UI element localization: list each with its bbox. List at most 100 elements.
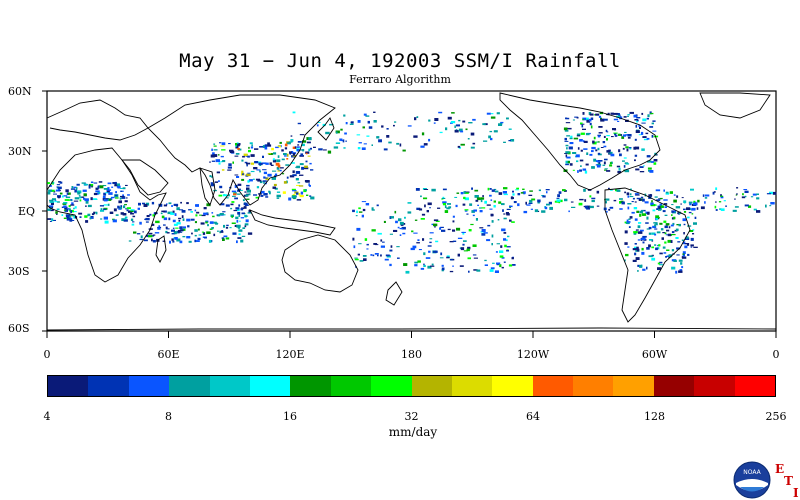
rain-speck [637, 270, 639, 272]
rain-speck [442, 188, 447, 191]
rain-speck [638, 222, 642, 224]
rain-speck [68, 199, 71, 201]
rain-speck [57, 187, 60, 191]
rain-speck [646, 228, 650, 230]
rain-speck [365, 203, 370, 206]
rain-speck [634, 138, 637, 141]
rain-speck [211, 183, 215, 187]
rain-speck [439, 226, 444, 228]
rain-speck [578, 202, 583, 206]
rain-speck [590, 125, 593, 129]
rain-speck [473, 269, 478, 271]
rain-speck [655, 247, 658, 251]
rain-speck [51, 218, 54, 222]
rain-speck [435, 220, 440, 222]
rain-speck [428, 138, 431, 142]
rain-speck [673, 216, 676, 220]
rain-speck [661, 237, 664, 240]
rain-speck [128, 210, 133, 213]
rain-speck [639, 213, 642, 217]
rain-speck [265, 162, 269, 165]
rain-speck [48, 205, 54, 207]
rain-speck [244, 191, 247, 193]
rain-speck [226, 224, 229, 227]
rain-speck [647, 212, 650, 215]
rain-speck [55, 211, 58, 214]
rain-speck [591, 166, 595, 169]
rain-speck [656, 247, 660, 250]
rain-speck [437, 207, 441, 209]
rain-speck [124, 216, 128, 219]
rain-speck [586, 119, 591, 123]
rain-speck [165, 230, 168, 234]
rain-speck [373, 111, 376, 113]
rain-speck [83, 197, 86, 200]
rain-speck [78, 195, 81, 197]
rain-speck [357, 253, 360, 256]
rain-speck [186, 236, 191, 239]
rain-speck [458, 128, 463, 132]
rain-speck [772, 191, 777, 195]
rain-speck [636, 248, 640, 252]
rain-speck [308, 183, 310, 187]
rain-speck [591, 150, 594, 153]
rain-speck [402, 149, 406, 152]
rain-speck [556, 197, 560, 199]
rain-speck [618, 133, 621, 136]
rain-speck [576, 133, 581, 136]
rain-speck [70, 210, 72, 213]
rain-speck [79, 199, 82, 202]
rain-speck [623, 116, 627, 118]
rain-speck [93, 192, 98, 196]
coast-japan [317, 117, 335, 141]
rain-speck [290, 139, 294, 142]
rain-speck [292, 111, 296, 114]
colorbar-cell-10 [451, 376, 493, 396]
rain-speck [691, 208, 696, 211]
rain-speck [748, 205, 752, 208]
rain-speck [503, 213, 506, 215]
rain-speck [636, 120, 638, 123]
rain-speck [637, 264, 641, 267]
rain-speck [431, 188, 436, 192]
rain-speck [231, 215, 234, 218]
rain-speck [149, 213, 152, 216]
rain-speck [237, 148, 240, 150]
rain-speck [589, 153, 593, 156]
rain-speck [582, 128, 586, 130]
rain-speck [564, 198, 568, 202]
rain-speck [299, 174, 304, 176]
rain-speck [678, 270, 683, 273]
rain-speck [393, 229, 398, 232]
rain-speck [182, 236, 186, 238]
rain-speck [222, 160, 226, 163]
rain-speck [263, 176, 266, 179]
rain-speck [531, 198, 536, 201]
rain-speck [196, 211, 200, 214]
rain-speck [491, 189, 495, 192]
rain-speck [381, 125, 384, 128]
rain-speck [93, 198, 97, 200]
rain-speck [435, 240, 439, 243]
rain-speck [597, 163, 602, 166]
coast-madagascar [155, 235, 167, 263]
colorbar-cell-6 [290, 376, 331, 396]
rain-speck [676, 247, 681, 250]
rain-speck [72, 220, 75, 221]
rain-speck [470, 223, 474, 226]
rain-speck [423, 264, 426, 267]
rain-speck [174, 232, 177, 235]
rain-speck [682, 241, 686, 245]
noaa-logo-icon[interactable]: NOAA [733, 461, 771, 499]
rain-speck [111, 186, 114, 188]
rain-speck [683, 208, 686, 211]
rain-speck [417, 239, 420, 241]
rain-speck [600, 147, 604, 148]
rain-speck [148, 235, 153, 238]
rain-speck [246, 173, 251, 177]
rain-speck [511, 257, 514, 260]
rain-speck [250, 154, 255, 157]
rain-speck [656, 208, 659, 210]
rain-speck [65, 189, 69, 193]
rain-speck [468, 229, 472, 232]
